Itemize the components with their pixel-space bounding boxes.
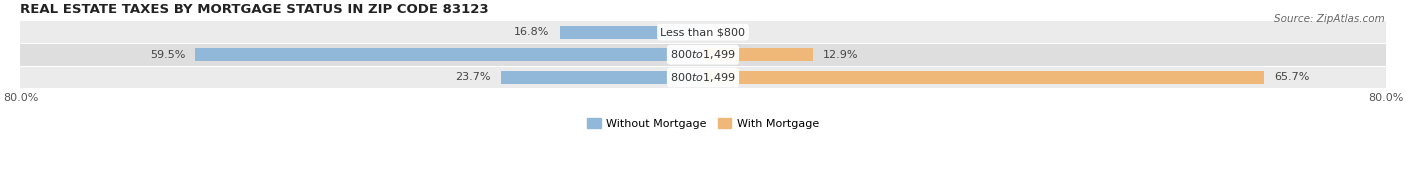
Bar xyxy=(21,67,1385,88)
Text: $800 to $1,499: $800 to $1,499 xyxy=(671,48,735,61)
Bar xyxy=(195,48,703,61)
Bar xyxy=(21,21,1385,43)
Legend: Without Mortgage, With Mortgage: Without Mortgage, With Mortgage xyxy=(582,114,824,133)
Text: Less than $800: Less than $800 xyxy=(661,27,745,37)
Text: 0.0%: 0.0% xyxy=(713,27,741,37)
Bar xyxy=(703,71,1264,84)
Text: $800 to $1,499: $800 to $1,499 xyxy=(671,71,735,84)
Text: Source: ZipAtlas.com: Source: ZipAtlas.com xyxy=(1274,14,1385,24)
Text: REAL ESTATE TAXES BY MORTGAGE STATUS IN ZIP CODE 83123: REAL ESTATE TAXES BY MORTGAGE STATUS IN … xyxy=(21,3,489,16)
Bar xyxy=(560,26,703,39)
Text: 59.5%: 59.5% xyxy=(150,50,186,60)
Text: 16.8%: 16.8% xyxy=(515,27,550,37)
Text: 23.7%: 23.7% xyxy=(456,72,491,82)
Bar xyxy=(703,48,813,61)
Bar xyxy=(501,71,703,84)
Text: 12.9%: 12.9% xyxy=(824,50,859,60)
Bar xyxy=(21,44,1385,65)
Text: 65.7%: 65.7% xyxy=(1274,72,1309,82)
